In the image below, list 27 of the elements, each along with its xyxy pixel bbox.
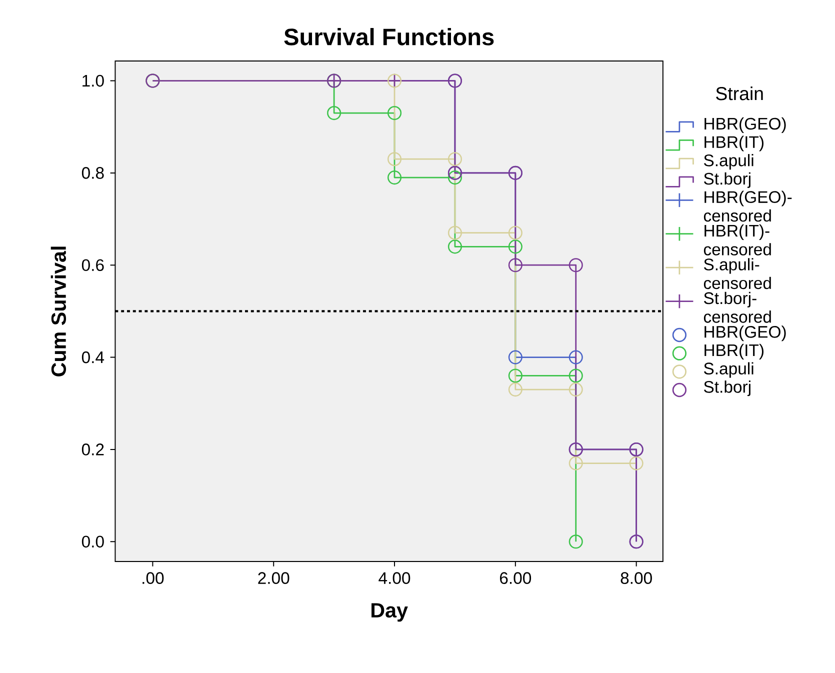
- y-tick-label: 0.6: [82, 259, 104, 272]
- x-tick-label: 8.00: [620, 572, 652, 584]
- y-tick-label: 0.2: [82, 444, 104, 456]
- legend-label: HBR(GEO)-censored: [704, 190, 792, 222]
- x-tick-label: .00: [142, 572, 164, 584]
- legend-title: Strain: [716, 86, 763, 100]
- legend-label: St.borj: [704, 380, 750, 396]
- y-tick-label: 1.0: [82, 75, 104, 87]
- x-axis-title: Day: [372, 603, 408, 622]
- legend-label: HBR(GEO): [704, 326, 786, 342]
- chart-title: Survival Functions: [284, 28, 494, 46]
- legend-label: S.apuli: [704, 362, 754, 378]
- legend-label: St.borj: [704, 172, 750, 188]
- x-tick-label: 6.00: [500, 572, 532, 584]
- legend-label: HBR(IT): [704, 136, 764, 152]
- y-tick-label: 0.0: [82, 536, 104, 548]
- x-tick-label: 4.00: [378, 572, 410, 584]
- legend-label: S.apuli-censored: [704, 258, 771, 290]
- y-tick-label: 0.4: [82, 352, 104, 364]
- legend-label: St.borj-censored: [704, 292, 771, 324]
- legend-label: HBR(GEO): [704, 118, 786, 134]
- y-tick-label: 0.8: [82, 167, 104, 180]
- legend-label: HBR(IT)-censored: [704, 224, 771, 256]
- legend-label: S.apuli: [704, 154, 754, 170]
- y-axis-title: Cum Survival: [50, 246, 66, 377]
- legend-label: HBR(IT): [704, 344, 764, 360]
- x-tick-label: 2.00: [258, 572, 290, 584]
